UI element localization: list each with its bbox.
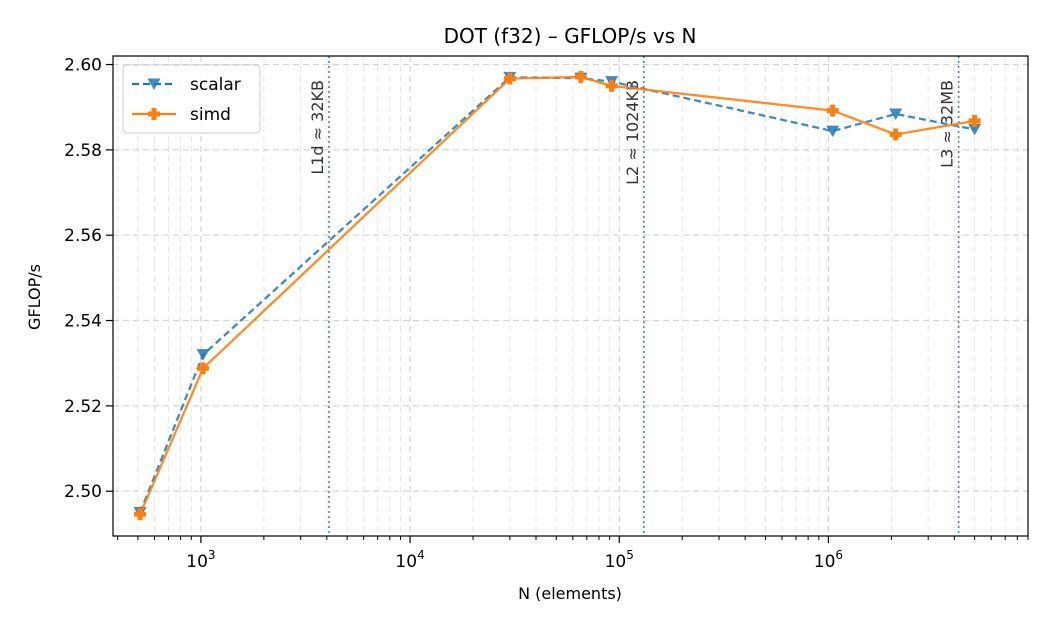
- simd-marker-v: [830, 104, 836, 117]
- x-tick-label: 105: [605, 548, 634, 572]
- simd-marker: [968, 114, 981, 127]
- x-tick-label: 104: [395, 548, 424, 572]
- simd-marker: [197, 362, 210, 375]
- simd-marker-v: [609, 79, 615, 92]
- x-tick-label: 106: [814, 548, 843, 572]
- scalar-marker: [826, 125, 840, 138]
- simd-marker-v: [151, 108, 157, 120]
- simd-marker: [148, 108, 160, 120]
- y-axis-label: GFLOP/s: [25, 264, 44, 330]
- grid-lines: [113, 56, 1029, 536]
- simd-marker: [889, 128, 902, 141]
- y-tick-label: 2.58: [64, 141, 102, 161]
- y-tick-label: 2.52: [64, 397, 102, 417]
- scalar-marker: [889, 108, 903, 121]
- simd-marker-v: [200, 362, 206, 375]
- y-tick-label: 2.54: [64, 312, 102, 332]
- cache-size-label: L2 ≈ 1024KB: [623, 80, 642, 185]
- series-layer: [133, 70, 982, 521]
- simd-marker: [826, 104, 839, 117]
- y-tick-label: 2.56: [64, 226, 102, 246]
- simd-marker: [574, 70, 587, 83]
- simd-marker-v: [972, 114, 978, 127]
- legend: scalar simd: [122, 64, 261, 134]
- simd-marker-v: [137, 508, 143, 521]
- axes: 103 104 105 106 2.50 2.52 2.54 2.56 2.58 2.60: [64, 56, 1029, 572]
- simd-marker-v: [578, 70, 584, 83]
- y-tick-label: 2.60: [64, 56, 102, 76]
- simd-marker-v: [893, 128, 899, 141]
- chart-title: DOT (f32) – GFLOP/s vs N: [444, 24, 697, 48]
- legend-label: scalar: [190, 75, 241, 95]
- legend-item-simd: simd: [132, 105, 231, 125]
- simd-marker: [134, 508, 147, 521]
- x-axis-label: N (elements): [518, 584, 622, 603]
- scalar-marker: [147, 78, 161, 90]
- scalar-marker: [196, 349, 210, 361]
- simd-marker: [503, 72, 516, 85]
- scalar-marker: [968, 123, 982, 136]
- plot-frame: [112, 55, 1029, 537]
- simd-marker: [605, 79, 618, 92]
- series-simd: [134, 70, 981, 521]
- cache-size-label: L1d ≈ 32KB: [308, 80, 327, 175]
- simd-line: [139, 75, 975, 515]
- x-tick-label: 103: [186, 548, 215, 572]
- legend-item-scalar: scalar: [132, 75, 241, 95]
- legend-label: simd: [190, 105, 231, 125]
- y-tick-label: 2.50: [64, 482, 102, 502]
- simd-marker-v: [507, 72, 513, 85]
